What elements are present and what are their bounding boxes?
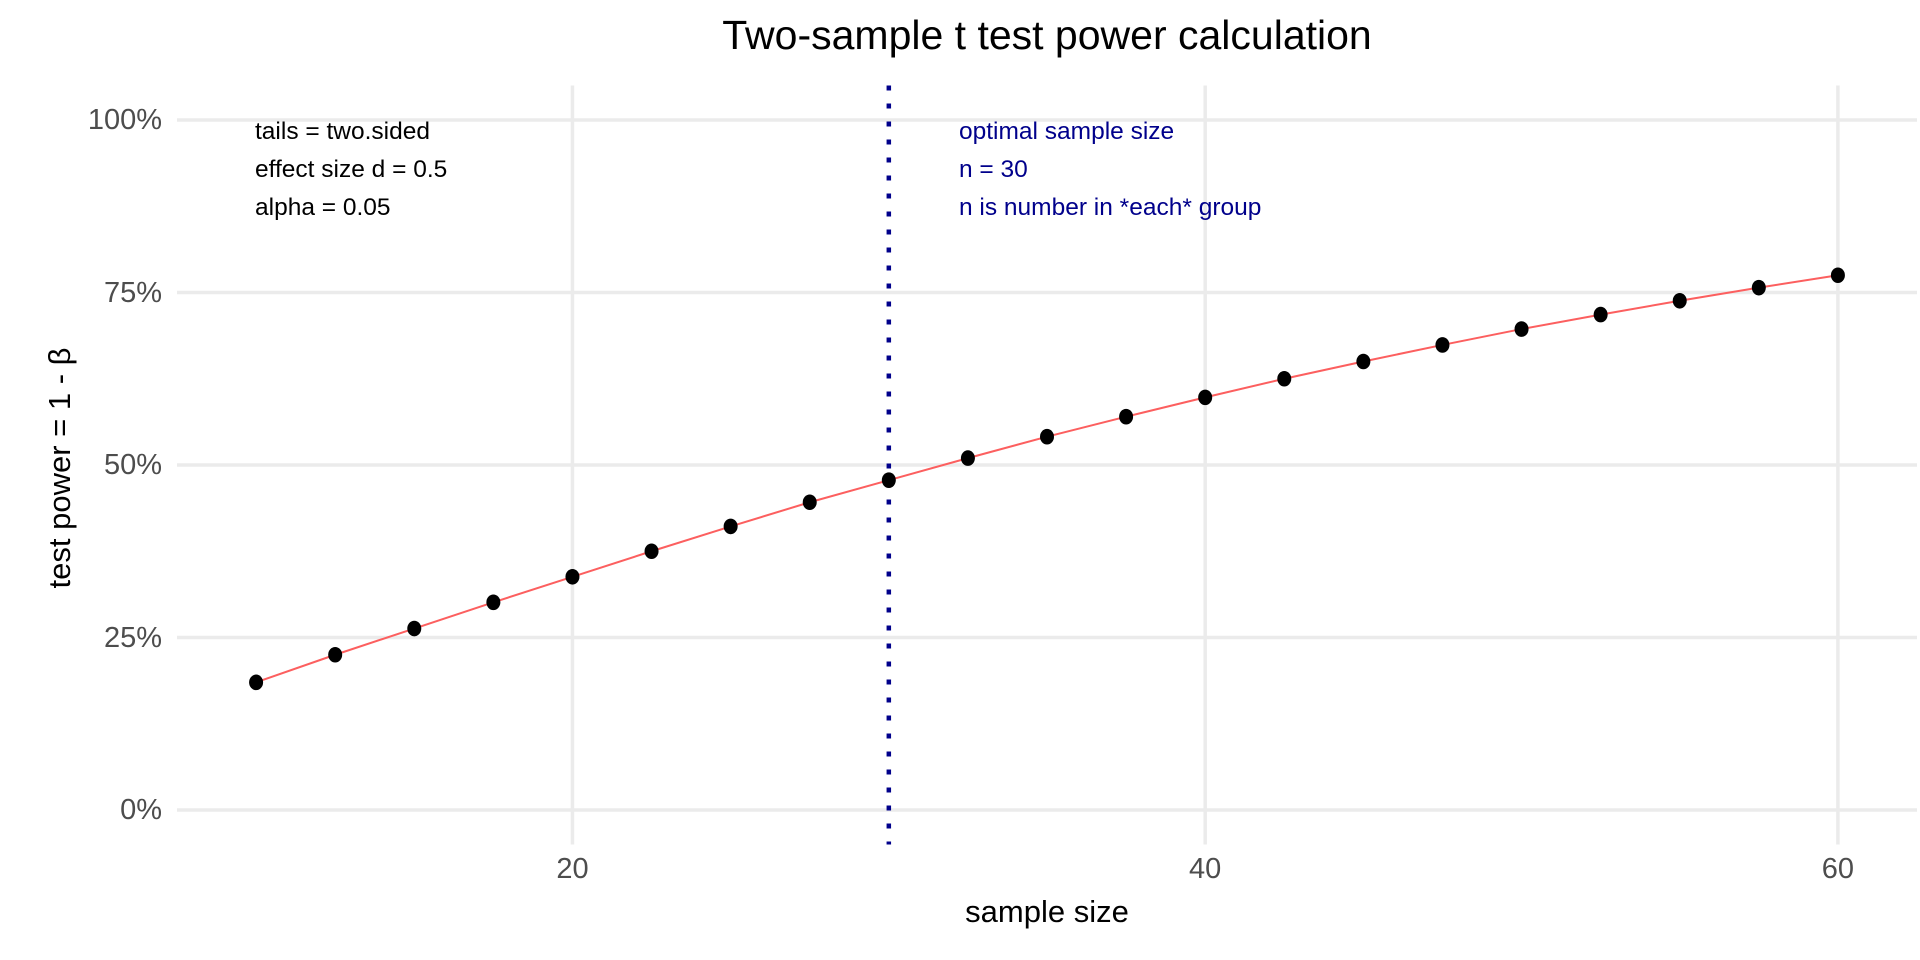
chart-title: Two-sample t test power calculation: [722, 12, 1372, 58]
data-point: [1593, 306, 1608, 323]
y-tick-label: 25%: [103, 621, 162, 654]
data-point: [1830, 267, 1845, 284]
power-curve-line: [255, 274, 1839, 684]
data-point: [1119, 408, 1134, 425]
y-tick-label: 75%: [103, 276, 162, 309]
data-point: [1435, 337, 1450, 353]
data-point: [723, 518, 738, 535]
y-tick-label: 100%: [87, 104, 162, 136]
optimal-sample-size-annotation: optimal sample size n = 30 n is number i…: [959, 113, 1261, 227]
y-axis-title: test power = 1 - β: [42, 347, 77, 589]
data-point: [881, 472, 896, 488]
annotation-tails: tails = two.sided: [255, 118, 430, 145]
data-point: [328, 646, 343, 663]
data-point: [249, 674, 264, 691]
data-point: [1672, 292, 1687, 309]
gridlines: [177, 85, 1917, 845]
data-point: [802, 494, 817, 511]
annotation-optimal-n: n = 30: [959, 156, 1028, 183]
data-point: [1198, 389, 1213, 406]
annotation-optimal-title: optimal sample size: [959, 118, 1175, 145]
data-point: [1751, 279, 1766, 296]
data-point: [486, 594, 501, 611]
data-point: [1514, 321, 1529, 337]
data-point: [1040, 428, 1054, 445]
annotation-effect-size: effect size d = 0.5: [255, 156, 448, 183]
x-tick-label: 60: [1821, 853, 1855, 885]
x-tick-label: 40: [1189, 853, 1222, 885]
annotation-optimal-note: n is number in *each* group: [959, 194, 1262, 221]
power-curve: [249, 267, 1845, 691]
y-tick-label: 0%: [120, 794, 162, 826]
test-parameters-annotation: tails = two.sided effect size d = 0.5 al…: [255, 113, 447, 227]
x-axis-title: sample size: [965, 894, 1129, 929]
x-tick-label: 20: [556, 853, 589, 885]
data-point: [644, 543, 659, 560]
y-tick-label: 50%: [103, 449, 162, 481]
data-point: [407, 620, 422, 637]
data-point: [565, 568, 580, 585]
data-point: [960, 450, 975, 466]
data-point: [1277, 370, 1292, 387]
data-point: [1356, 353, 1371, 370]
annotation-alpha: alpha = 0.05: [255, 194, 391, 221]
